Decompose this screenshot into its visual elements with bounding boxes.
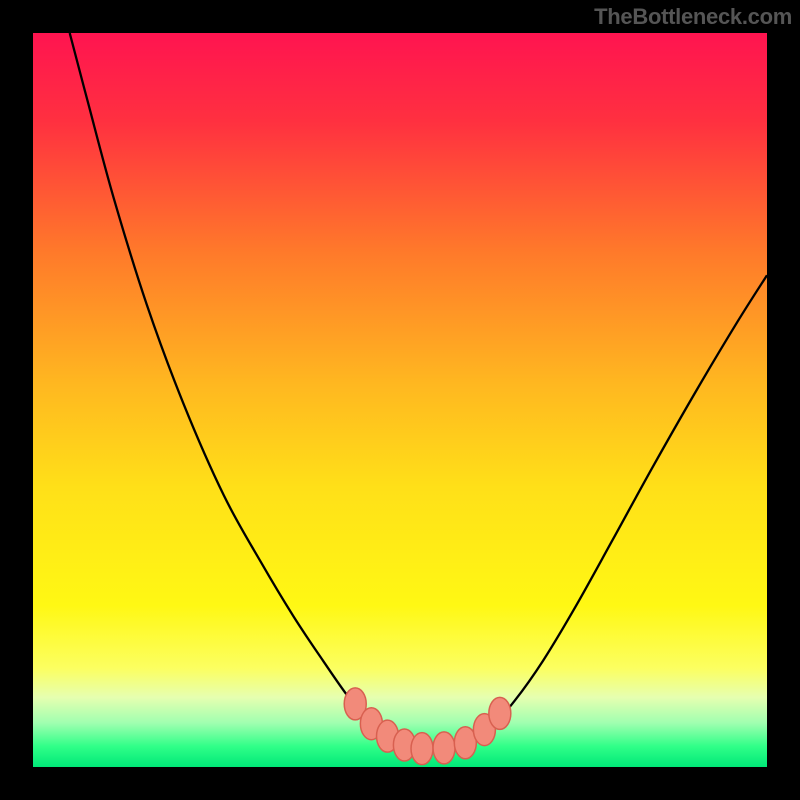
curve-marker xyxy=(411,733,433,765)
watermark-text: TheBottleneck.com xyxy=(594,4,792,30)
bottleneck-curve-chart xyxy=(0,0,800,800)
plot-area-gradient xyxy=(33,33,767,767)
curve-marker xyxy=(489,697,511,729)
curve-marker xyxy=(433,732,455,764)
chart-container: TheBottleneck.com xyxy=(0,0,800,800)
